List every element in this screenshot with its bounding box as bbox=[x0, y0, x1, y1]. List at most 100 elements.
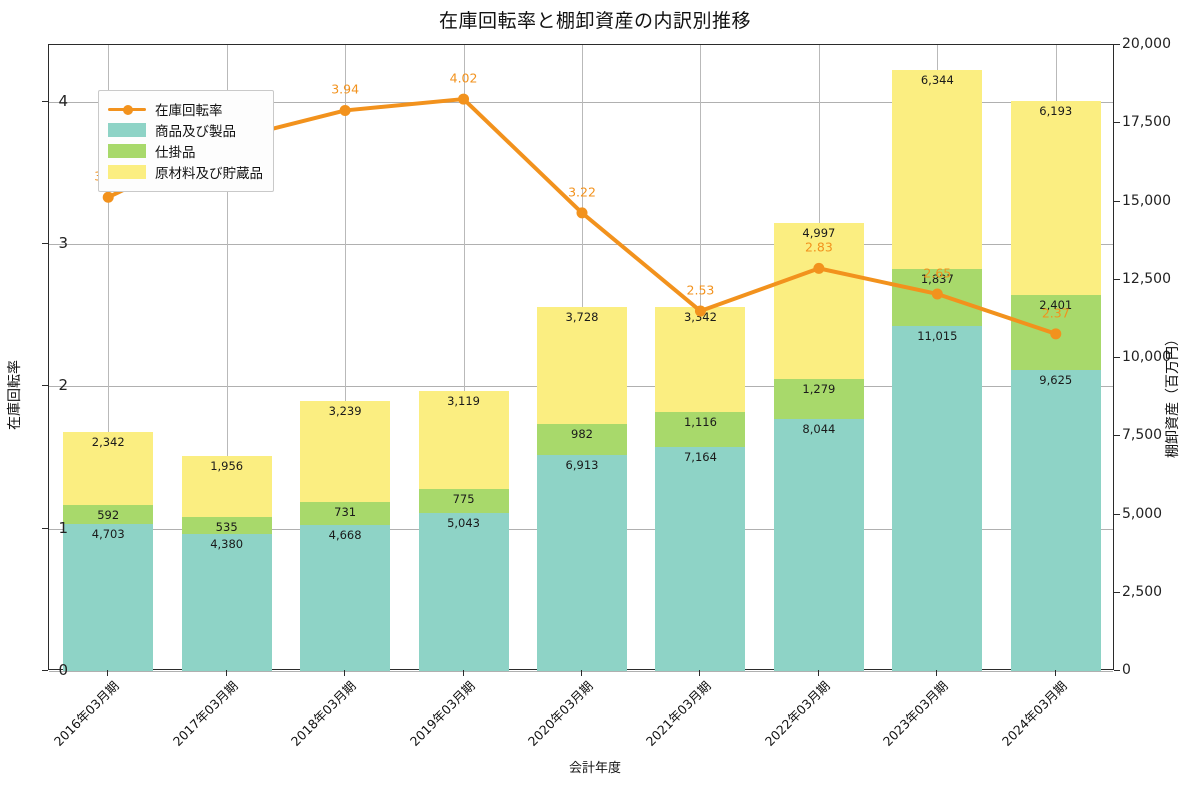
bar-segment-label: 535 bbox=[215, 520, 238, 535]
bar-segment-label: 3,728 bbox=[565, 310, 599, 325]
bar-segment-label: 8,044 bbox=[802, 422, 836, 437]
bar-segment[interactable] bbox=[300, 524, 391, 671]
bar-segment[interactable] bbox=[63, 431, 154, 506]
bar-segment-label: 3,342 bbox=[683, 310, 717, 325]
y-axis-right-tick-mark bbox=[1114, 591, 1120, 593]
bar-segment-label: 4,703 bbox=[91, 526, 125, 541]
y-axis-left-tick-label: 3 bbox=[58, 234, 68, 253]
bar-segment[interactable] bbox=[773, 379, 864, 420]
bar-segment[interactable] bbox=[418, 513, 509, 671]
bar-segment[interactable] bbox=[536, 423, 627, 455]
y-axis-left-tick-mark bbox=[42, 243, 48, 245]
x-axis-tick-mark bbox=[107, 670, 109, 676]
y-axis-right-tick-label: 17,500 bbox=[1122, 114, 1171, 131]
rate-line-marker[interactable] bbox=[458, 93, 470, 105]
legend-item[interactable]: 原材料及び貯蔵品 bbox=[108, 162, 263, 182]
bar-segment[interactable] bbox=[536, 307, 627, 424]
rate-point-label: 4.02 bbox=[449, 70, 478, 86]
plot-area: 4,703 592 2,342 4,380 535 1,956 4,668 731 3,239 5… bbox=[48, 44, 1114, 672]
rate-line-marker[interactable] bbox=[576, 207, 588, 219]
legend-swatch-fill bbox=[108, 144, 146, 158]
y-axis-right-tick-mark bbox=[1114, 278, 1120, 280]
y-axis-left-label: 在庫回転率 bbox=[7, 359, 23, 430]
rate-line-marker[interactable] bbox=[813, 262, 825, 274]
x-axis-tick-mark bbox=[936, 670, 938, 676]
legend-swatch-icon bbox=[108, 144, 146, 158]
rate-line-marker[interactable] bbox=[694, 305, 706, 317]
x-axis-label: 会計年度 bbox=[568, 761, 621, 776]
x-axis-tick-mark bbox=[581, 670, 582, 676]
legend-line-icon bbox=[108, 102, 146, 116]
bar-segment[interactable] bbox=[1010, 100, 1101, 295]
bar-segment[interactable] bbox=[655, 446, 746, 671]
x-axis-tick-mark bbox=[344, 670, 346, 676]
bar-segment[interactable] bbox=[418, 488, 509, 514]
y-axis-left-tick-label: 1 bbox=[58, 518, 68, 537]
y-axis-right-tick-mark bbox=[1114, 670, 1120, 671]
legend-item-label: 商品及び製品 bbox=[155, 124, 236, 140]
y-axis-right-tick-mark bbox=[1114, 513, 1120, 515]
legend-item[interactable]: 在庫回転率 bbox=[108, 99, 263, 119]
bar-segment-label: 982 bbox=[571, 426, 593, 441]
bar-segment[interactable] bbox=[300, 502, 391, 525]
legend-item[interactable]: 商品及び製品 bbox=[108, 120, 263, 140]
bar-segment[interactable] bbox=[1010, 369, 1101, 671]
bar-segment-label: 11,015 bbox=[917, 329, 958, 344]
bar-segment-label: 731 bbox=[334, 505, 357, 519]
bar-segment[interactable] bbox=[300, 400, 391, 502]
bar-segment-label: 6,344 bbox=[920, 73, 954, 88]
rate-point-label: 2.83 bbox=[804, 239, 833, 255]
bar-segment[interactable] bbox=[655, 307, 746, 412]
legend-swatch-icon bbox=[108, 165, 146, 179]
y-axis-right-tick-label: 5,000 bbox=[1122, 505, 1163, 522]
bar-segment-label: 4,668 bbox=[328, 527, 362, 542]
bar-segment[interactable] bbox=[181, 455, 272, 518]
bar-segment[interactable] bbox=[892, 326, 983, 671]
y-axis-left-tick-label: 0 bbox=[58, 661, 68, 679]
rate-line-marker[interactable] bbox=[339, 104, 351, 116]
bar-segment-label: 1,116 bbox=[683, 414, 717, 429]
y-axis-right-tick-label: 12,500 bbox=[1122, 270, 1171, 287]
legend-swatch-fill bbox=[108, 123, 146, 137]
bar-segment-label: 5,043 bbox=[447, 516, 481, 531]
bar-segment[interactable] bbox=[773, 419, 864, 671]
bar-segment[interactable] bbox=[63, 523, 154, 671]
bar-segment[interactable] bbox=[773, 222, 864, 380]
legend-item[interactable]: 仕掛品 bbox=[108, 141, 263, 161]
y-axis-left-tick-mark bbox=[42, 100, 48, 102]
legend-marker-dot-icon bbox=[123, 104, 133, 115]
bar-segment[interactable] bbox=[418, 391, 509, 489]
y-axis-right-tick-label: 20,000 bbox=[1122, 36, 1171, 52]
rate-line-marker[interactable] bbox=[931, 288, 943, 300]
bar-segment-label: 1,279 bbox=[802, 382, 836, 397]
rate-point-label: 3.94 bbox=[331, 81, 360, 97]
rate-line-marker[interactable] bbox=[1050, 328, 1062, 340]
x-axis-tick-label: 2018年03月期 bbox=[287, 678, 359, 749]
bar-segment[interactable] bbox=[63, 505, 154, 524]
y-axis-left-tick-mark bbox=[42, 670, 48, 671]
y-axis-left-tick-mark bbox=[42, 385, 48, 387]
bar-segment[interactable] bbox=[655, 411, 746, 447]
bar-segment[interactable] bbox=[536, 454, 627, 671]
rate-point-label: 2.65 bbox=[923, 265, 952, 281]
bar-segment[interactable] bbox=[181, 533, 272, 671]
gridline-vertical bbox=[108, 45, 110, 669]
legend-item-label: 仕掛品 bbox=[155, 145, 196, 161]
y-axis-right-tick-label: 7,500 bbox=[1122, 427, 1163, 444]
x-axis-tick-label: 2024年03月期 bbox=[998, 678, 1070, 749]
legend-swatch-icon bbox=[108, 123, 146, 137]
bar-segment[interactable] bbox=[181, 517, 272, 534]
bar-segment-label: 3,239 bbox=[328, 403, 362, 418]
y-axis-left-tick-mark bbox=[42, 527, 48, 529]
x-axis-tick-mark bbox=[225, 670, 227, 676]
bar-segment-label: 6,193 bbox=[1039, 103, 1073, 118]
bar-segment-label: 9,625 bbox=[1039, 372, 1073, 387]
y-axis-left-tick-label: 2 bbox=[58, 376, 68, 395]
chart-legend[interactable]: 在庫回転率商品及び製品 仕掛品 原材料及び貯蔵品 bbox=[98, 90, 274, 192]
y-axis-right-tick-label: 10,000 bbox=[1122, 349, 1171, 365]
rate-line-marker[interactable] bbox=[102, 191, 114, 203]
x-axis-tick-label: 2021年03月期 bbox=[643, 678, 715, 749]
bar-segment[interactable] bbox=[892, 70, 983, 269]
gridline-vertical bbox=[226, 45, 228, 669]
